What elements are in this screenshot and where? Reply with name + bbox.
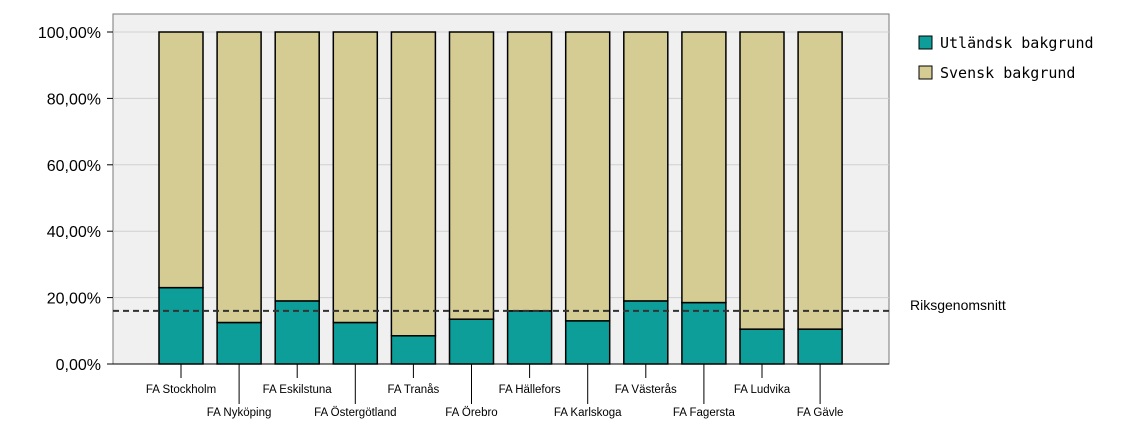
bar-segment-svensk — [797, 31, 843, 330]
x-tick-label: FA Gävle — [797, 407, 844, 419]
x-tick-label: FA Eskilstuna — [263, 384, 333, 396]
legend: Utländsk bakgrund Svensk bakgrund — [918, 34, 1094, 82]
y-tick-label: 40,00% — [47, 224, 101, 241]
bar-segment-utlandsk — [332, 321, 379, 365]
bar-segment-svensk — [390, 31, 437, 337]
bar-segment-svensk — [564, 31, 611, 322]
legend-label-utlandsk: Utländsk bakgrund — [940, 34, 1094, 52]
x-tick-label: FA Stockholm — [146, 384, 216, 396]
bar-segment-svensk — [274, 31, 320, 302]
bar-segment-svensk — [448, 31, 495, 320]
legend-label-svensk: Svensk bakgrund — [940, 64, 1075, 82]
bar-segment-svensk — [216, 31, 262, 324]
y-tick-label: 80,00% — [47, 91, 101, 108]
bar-segment-svensk — [332, 31, 379, 324]
x-tick-label: FA Tranås — [388, 384, 440, 396]
x-tick-label: FA Hällefors — [499, 384, 561, 396]
reference-line-label: Riksgenomsnitt — [910, 297, 1006, 313]
y-tick-label: 20,00% — [47, 291, 101, 308]
bar-segment-utlandsk — [564, 320, 611, 365]
bar-segment-utlandsk — [797, 328, 843, 365]
bar-segment-utlandsk — [158, 286, 204, 365]
bar-segment-svensk — [681, 31, 727, 304]
bar-segment-utlandsk — [681, 301, 727, 365]
bar-segment-utlandsk — [739, 328, 785, 365]
y-tick-label: 100,00% — [38, 25, 101, 42]
bar-segment-svensk — [158, 31, 204, 289]
bars — [158, 31, 843, 365]
x-tick-label: FA Nyköping — [207, 407, 272, 419]
y-tick-label: 60,00% — [47, 158, 101, 175]
x-tick-label: FA Ludvika — [734, 384, 791, 396]
y-axis-ticks: 0,00% 20,00% 40,00% 60,00% 80,00% 100,00% — [38, 25, 113, 374]
bar-segment-svensk — [506, 31, 553, 312]
bar-segment-svensk — [739, 31, 785, 330]
legend-swatch-utlandsk — [918, 35, 933, 50]
y-tick-label: 0,00% — [56, 357, 101, 374]
bar-segment-svensk — [623, 31, 669, 302]
bar-segment-utlandsk — [448, 318, 495, 365]
x-tick-label: FA Västerås — [615, 384, 677, 396]
bar-segment-utlandsk — [506, 310, 553, 365]
x-tick-label: FA Karlskoga — [554, 407, 622, 419]
x-tick-label: FA Östergötland — [314, 407, 396, 419]
x-axis-ticks: FA Stockholm FA Nyköping FA Eskilstuna FA Ö… — [146, 364, 844, 419]
x-tick-label: FA Örebro — [445, 407, 497, 419]
bar-segment-utlandsk — [216, 321, 262, 365]
x-tick-label: FA Fagersta — [673, 407, 736, 419]
legend-swatch-svensk — [918, 65, 933, 80]
bar-segment-utlandsk — [390, 335, 437, 365]
